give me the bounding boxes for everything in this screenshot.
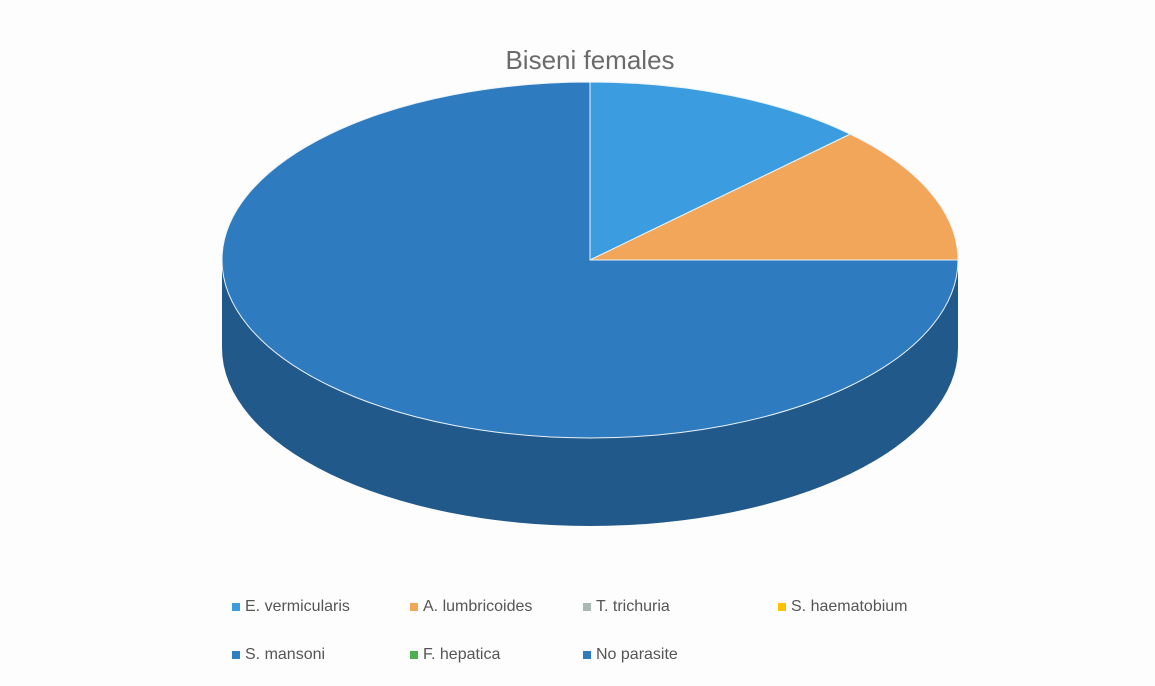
legend-label: S. haematobium — [791, 598, 908, 615]
legend-swatch — [778, 603, 786, 611]
legend-label: No parasite — [596, 646, 678, 663]
pie-side — [222, 260, 958, 526]
legend-label: E. vermicularis — [245, 598, 350, 615]
legend-label: S. mansoni — [245, 646, 325, 663]
legend-label: F. hepatica — [423, 646, 500, 663]
legend-swatch — [583, 603, 591, 611]
pie-slice — [589, 133, 959, 261]
legend-label: T. trichuria — [596, 598, 670, 615]
legend-label: A. lumbricoides — [423, 598, 532, 615]
legend-swatch — [583, 651, 591, 659]
pie-slice — [589, 81, 852, 261]
legend-swatch — [232, 651, 240, 659]
legend-swatch — [232, 603, 240, 611]
legend-swatch — [410, 651, 418, 659]
pie-slice — [221, 81, 959, 439]
chart-title: Biseni females — [505, 45, 674, 75]
legend-swatch — [410, 603, 418, 611]
